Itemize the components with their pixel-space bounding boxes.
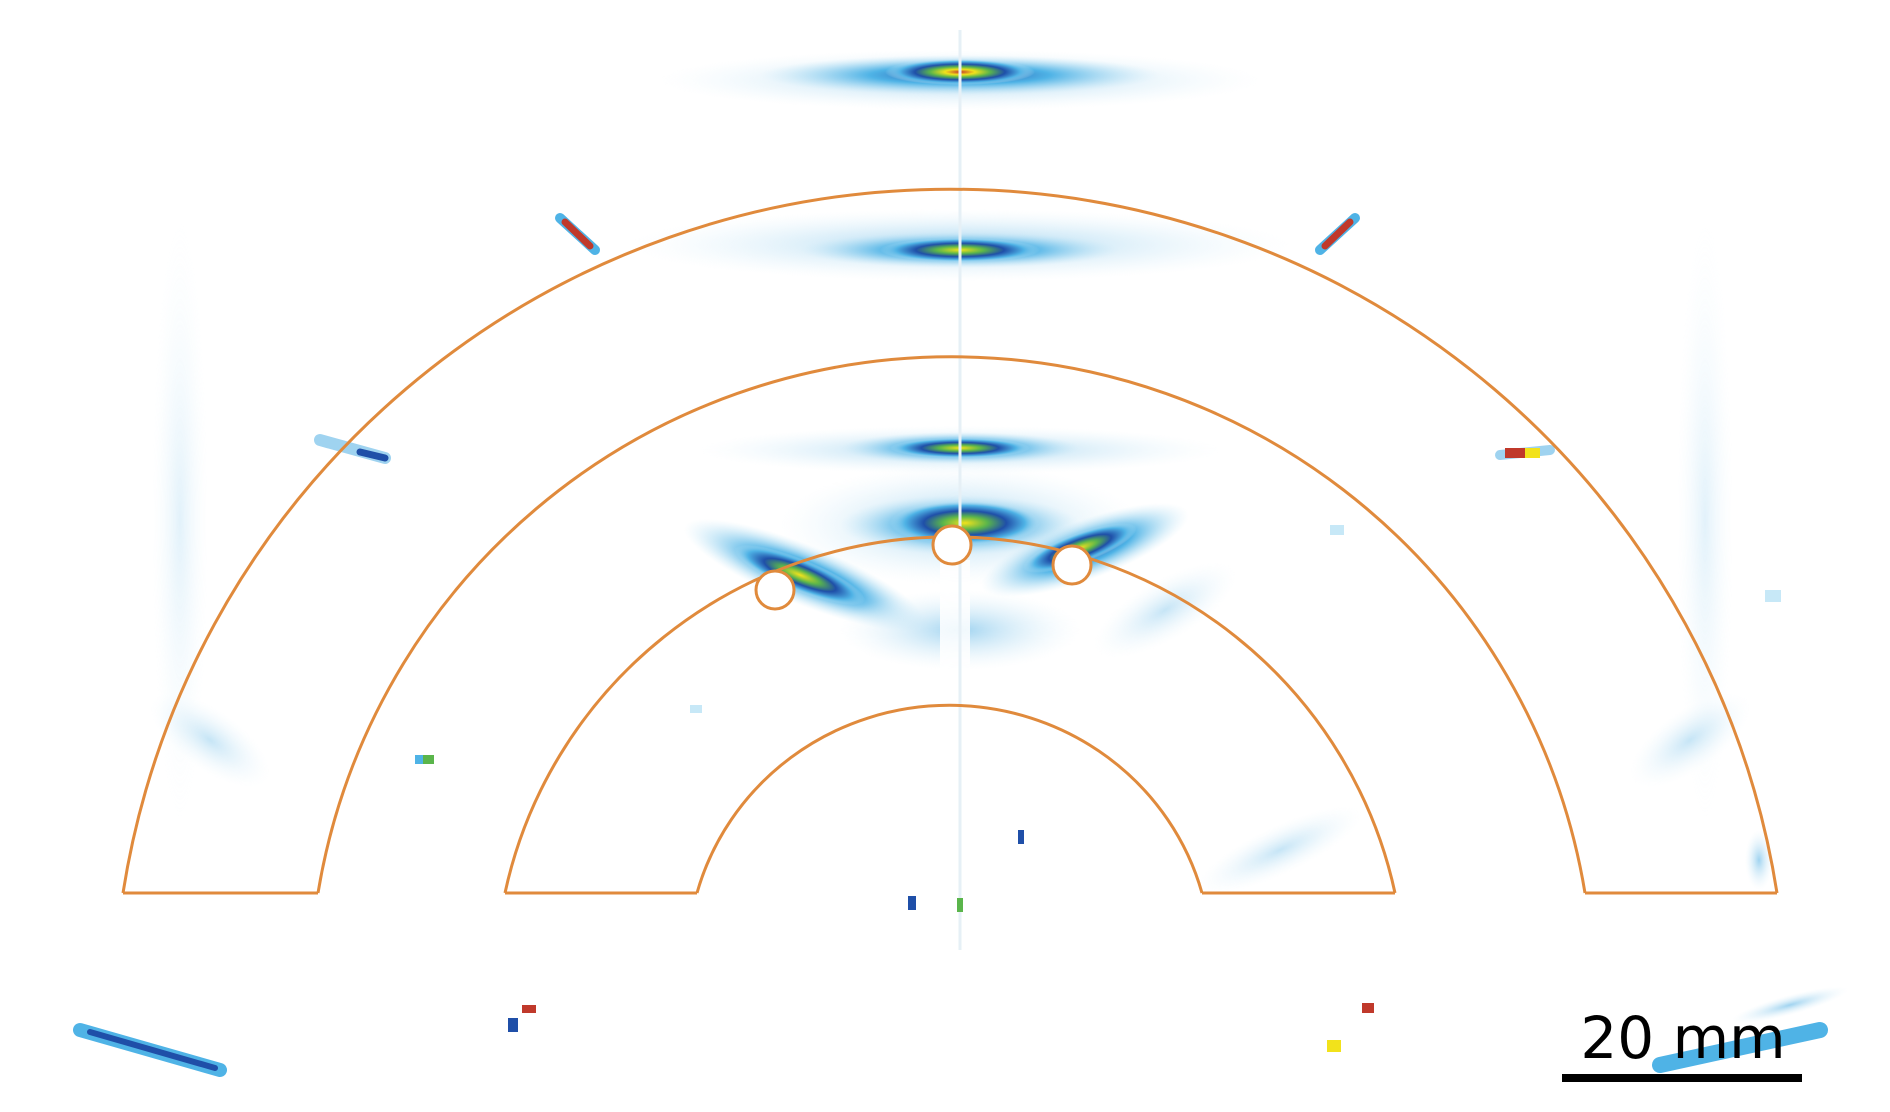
hole-marker — [931, 524, 973, 566]
inner-inner-arc — [695, 703, 1204, 894]
outer-arc — [121, 187, 1779, 894]
scale-bar: 20 mm — [1562, 1004, 1802, 1082]
background-noise — [150, 220, 1750, 894]
sample-outline — [121, 187, 1779, 895]
intensity-hotspots — [73, 30, 1849, 1077]
scale-bar-label: 20 mm — [1580, 1004, 1785, 1072]
hole-markers — [754, 524, 1093, 611]
hole-marker — [754, 569, 796, 611]
outer-inner-arc — [316, 355, 1587, 894]
hole-marker — [1051, 544, 1093, 586]
